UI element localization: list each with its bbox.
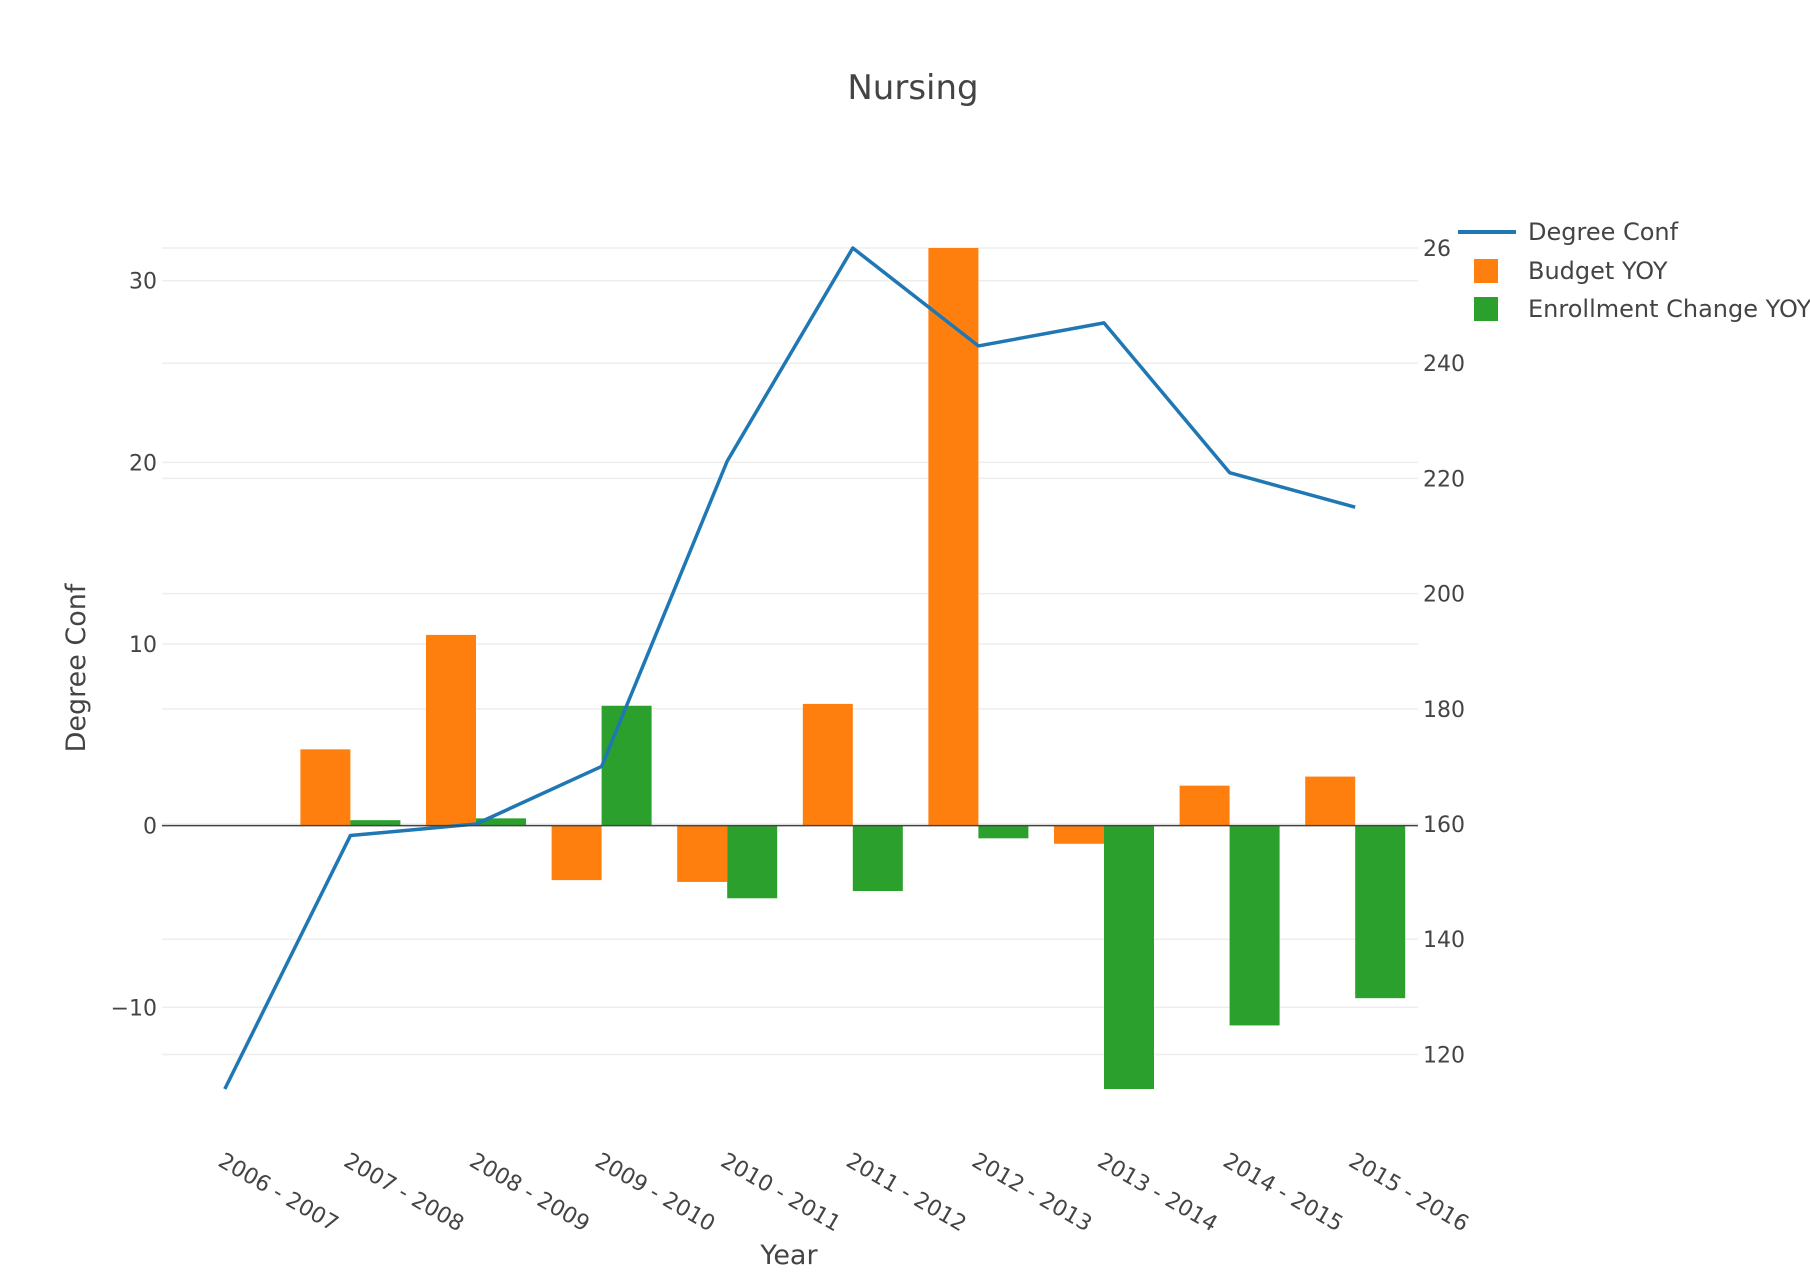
x-tick-label: 2011 - 2012	[842, 1149, 970, 1238]
legend-label: Budget YOY	[1528, 257, 1668, 285]
bar	[928, 248, 979, 826]
bar	[601, 705, 652, 826]
legend-label: Enrollment Change YOY	[1528, 295, 1810, 323]
x-tick-label: 2010 - 2011	[716, 1149, 844, 1238]
bar	[978, 825, 1029, 839]
bar	[677, 825, 728, 882]
legend-label: Degree Conf	[1528, 218, 1679, 246]
bar	[476, 818, 526, 826]
x-tick-label: 2006 - 2007	[214, 1149, 342, 1238]
x-tick-label: 2015 - 2016	[1344, 1149, 1472, 1238]
bar	[350, 820, 401, 826]
y2-tick-label: 180	[1423, 698, 1465, 723]
y-tick-label: 30	[129, 270, 157, 295]
y2-tick-label: 200	[1423, 583, 1465, 608]
y2-tick-label: 160	[1423, 813, 1465, 838]
bar	[551, 825, 602, 881]
bar	[852, 825, 903, 892]
bar	[426, 634, 476, 826]
x-tick-label: 2012 - 2013	[967, 1149, 1095, 1238]
bar	[1104, 825, 1154, 1089]
y2-tick-label: 220	[1423, 467, 1465, 492]
bar	[1305, 776, 1356, 826]
bar	[300, 749, 351, 826]
x-axis-title: Year	[759, 1240, 818, 1271]
y2-tick-label: 140	[1423, 928, 1465, 953]
legend-bar-swatch	[1474, 259, 1498, 283]
y2-tick-label: 120	[1423, 1043, 1465, 1068]
y2-tick-label: 26	[1423, 237, 1451, 262]
x-tick-label: 2007 - 2008	[339, 1149, 467, 1238]
x-tick-label: 2009 - 2010	[591, 1149, 719, 1238]
bar	[1179, 785, 1230, 826]
x-tick-label: 2013 - 2014	[1093, 1149, 1221, 1238]
y-axis-title: Degree Conf	[61, 582, 92, 752]
y-tick-label: 0	[143, 815, 157, 840]
x-tick-label: 2014 - 2015	[1219, 1149, 1347, 1238]
bar	[1054, 825, 1104, 844]
bar	[1229, 825, 1280, 1026]
bars	[300, 248, 1406, 1089]
x-tick-label: 2008 - 2009	[465, 1149, 593, 1238]
series-line	[223, 246, 1356, 1090]
legend: Degree Conf Budget YOY Enrollment Change Y…	[1458, 218, 1810, 323]
y2-tick-label: 240	[1423, 352, 1465, 377]
y-tick-label: −10	[111, 996, 157, 1021]
y-tick-label: 20	[129, 451, 157, 476]
legend-bar-swatch	[1474, 297, 1498, 321]
chart-title: Nursing	[847, 68, 978, 108]
bar	[802, 703, 853, 826]
line-series	[223, 246, 1356, 1090]
bar	[727, 825, 778, 899]
bar	[1355, 825, 1406, 999]
axes: −10 0 10 20 30 120 140 160 180 200 220 240 26 2006 - …	[111, 237, 1473, 1237]
y-tick-label: 10	[129, 633, 157, 658]
